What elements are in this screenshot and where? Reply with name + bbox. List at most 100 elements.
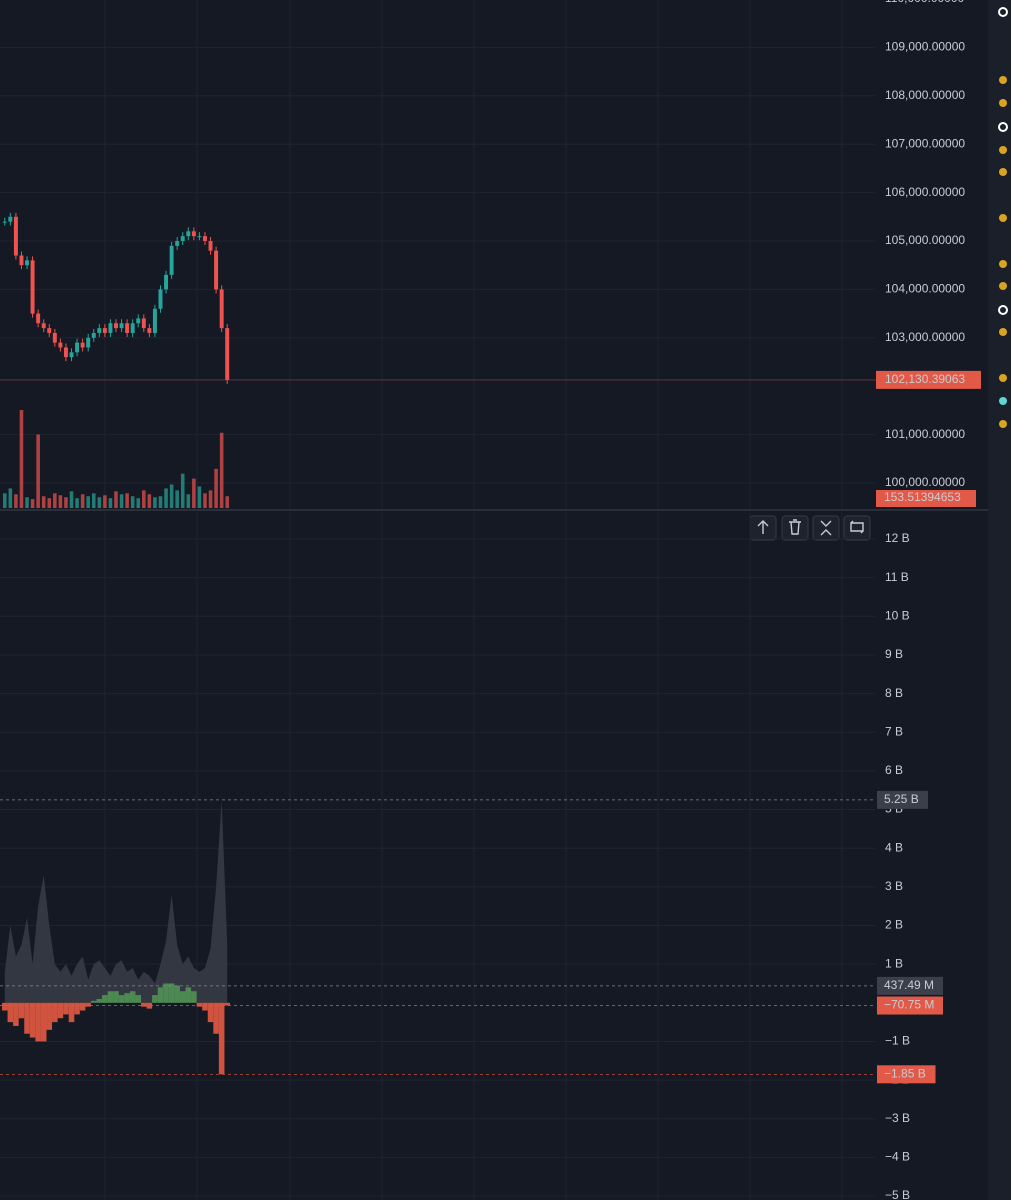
y-tick-label: 103,000.00000 bbox=[885, 330, 965, 344]
y-tick-label: −3 B bbox=[885, 1111, 910, 1125]
candle bbox=[63, 347, 68, 358]
y-tick-label: 12 B bbox=[885, 531, 910, 545]
volume-bar bbox=[14, 494, 18, 508]
net-bar bbox=[74, 1002, 80, 1015]
net-bar bbox=[96, 998, 103, 1003]
y-tick-label: 101,000.00000 bbox=[885, 427, 965, 441]
collapse-button[interactable] bbox=[812, 515, 840, 541]
net-bar bbox=[90, 1000, 97, 1003]
net-bar bbox=[7, 1002, 14, 1023]
net-bar bbox=[213, 1002, 219, 1034]
candle bbox=[30, 260, 35, 314]
candle bbox=[197, 236, 202, 238]
volume-bar bbox=[58, 495, 63, 508]
candle bbox=[175, 241, 180, 246]
net-bar bbox=[52, 1002, 58, 1023]
pane-buttons[interactable] bbox=[749, 515, 871, 541]
volume-bar bbox=[169, 484, 174, 508]
value-tag-label: 437.49 M bbox=[884, 978, 934, 992]
net-bar bbox=[152, 995, 158, 1003]
volume-bar bbox=[192, 478, 196, 508]
net-bar bbox=[157, 987, 164, 1003]
net-bar bbox=[191, 991, 197, 1003]
value-tag-label: −70.75 M bbox=[884, 998, 934, 1012]
candle bbox=[8, 216, 13, 222]
volume-bar bbox=[80, 494, 85, 508]
volume-bar bbox=[136, 498, 141, 508]
volume-bar bbox=[203, 493, 207, 508]
volume-bar bbox=[119, 494, 124, 508]
net-bar bbox=[174, 985, 180, 1003]
y-tick-label: 106,000.00000 bbox=[885, 185, 965, 199]
y-tick-label: −4 B bbox=[885, 1150, 910, 1164]
net-bar bbox=[85, 1002, 91, 1007]
value-tag bbox=[877, 790, 928, 809]
candle bbox=[41, 323, 46, 329]
volume-bar bbox=[97, 497, 102, 508]
candle bbox=[180, 236, 185, 241]
volume-bar bbox=[19, 410, 24, 508]
volume-bar bbox=[225, 496, 229, 508]
net-bar bbox=[196, 1002, 203, 1007]
candle bbox=[47, 328, 52, 333]
volume-tag-label: 153.51394653 bbox=[884, 490, 961, 504]
value-tag bbox=[877, 1065, 936, 1084]
net-bar bbox=[57, 1002, 64, 1019]
y-tick-label: 11 B bbox=[885, 570, 909, 584]
candle bbox=[108, 323, 113, 333]
candle bbox=[75, 342, 80, 353]
volume-bar bbox=[8, 488, 13, 508]
candle bbox=[102, 328, 107, 333]
candle bbox=[152, 308, 157, 333]
volume-bar bbox=[86, 496, 90, 508]
y-tick-label: 2 B bbox=[885, 918, 903, 932]
candle bbox=[164, 274, 169, 290]
price-tag-label: 102,130.39063 bbox=[885, 372, 965, 386]
candle bbox=[225, 328, 230, 380]
volume-bar bbox=[69, 491, 74, 508]
candle bbox=[97, 328, 102, 333]
net-bar bbox=[79, 1002, 86, 1011]
net-bar bbox=[179, 991, 186, 1003]
toolbar-icons[interactable] bbox=[998, 7, 1008, 428]
candle bbox=[147, 328, 152, 333]
candle bbox=[186, 231, 191, 237]
volume-bar bbox=[125, 493, 129, 508]
value-tag-label: −1.85 B bbox=[884, 1066, 926, 1080]
y-tick-label: 100,000.00000 bbox=[885, 475, 965, 489]
volume-bar bbox=[64, 497, 68, 508]
net-bar bbox=[102, 995, 108, 1003]
value-tag bbox=[877, 976, 943, 995]
candle bbox=[86, 337, 91, 348]
y-tick-label: 4 B bbox=[885, 840, 903, 854]
candle bbox=[125, 323, 130, 333]
net-bar bbox=[18, 1002, 25, 1019]
volume-bar bbox=[186, 494, 191, 508]
y-tick-label: 1 B bbox=[885, 956, 903, 970]
candle bbox=[91, 332, 96, 338]
volume-bar bbox=[180, 473, 185, 508]
maximize-button[interactable] bbox=[843, 515, 871, 541]
net-bar bbox=[185, 987, 192, 1003]
candle bbox=[52, 332, 57, 343]
net-bar bbox=[40, 1002, 47, 1042]
volume-bar bbox=[25, 497, 29, 508]
net-bar bbox=[63, 1002, 69, 1015]
net-bar bbox=[135, 995, 142, 1003]
net-bar bbox=[46, 1002, 53, 1030]
candle bbox=[191, 231, 196, 237]
volume-bar bbox=[130, 496, 135, 508]
volume-bar bbox=[114, 491, 118, 508]
volume-bar bbox=[30, 499, 35, 508]
y-tick-label: 110,000.00000 bbox=[885, 0, 965, 5]
candle bbox=[136, 318, 141, 324]
net-bar bbox=[35, 1002, 41, 1042]
volume-bar bbox=[53, 493, 57, 508]
candle bbox=[214, 250, 219, 290]
candle bbox=[208, 241, 213, 251]
volume-tag bbox=[876, 490, 976, 507]
candle bbox=[114, 323, 118, 329]
delete-button[interactable] bbox=[781, 515, 809, 541]
